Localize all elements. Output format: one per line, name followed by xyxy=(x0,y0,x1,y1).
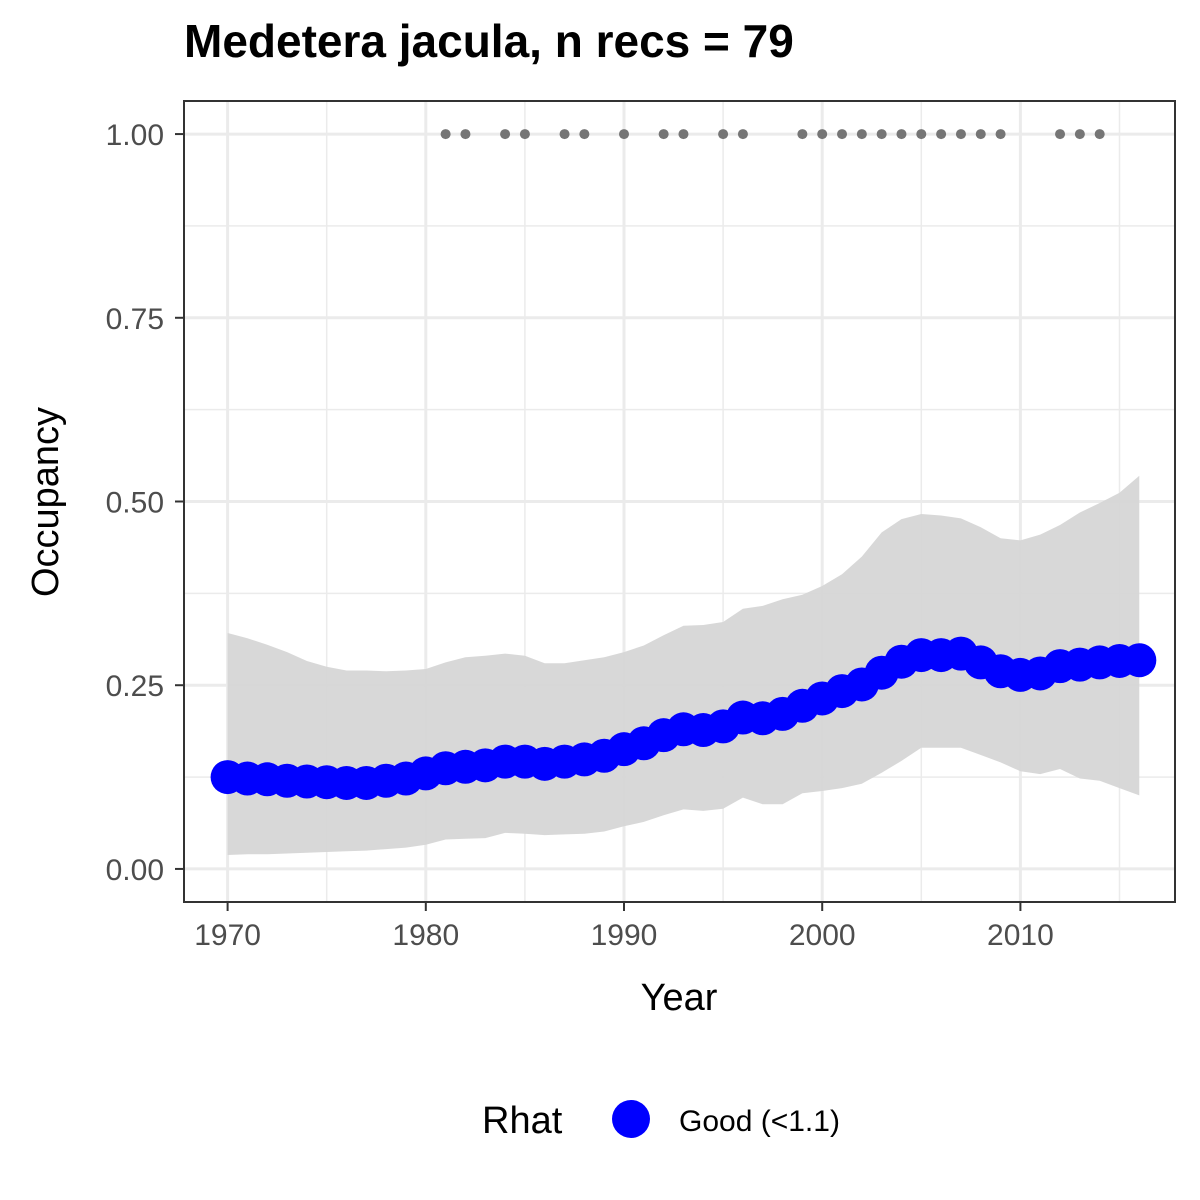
x-axis-title: Year xyxy=(641,977,718,1019)
record-point xyxy=(817,129,828,140)
axes: 1970 1980 1990 2000 2010 0.00 0.25 0.50 0.75 1.00 xyxy=(106,119,1054,952)
record-point xyxy=(975,129,986,140)
y-axis-title: Occupancy xyxy=(25,407,67,597)
record-point xyxy=(460,129,471,140)
legend: Rhat Good (<1.1) xyxy=(482,1100,840,1142)
y-tick-label: 1.00 xyxy=(106,119,164,152)
record-point xyxy=(955,129,966,140)
record-point xyxy=(500,129,511,140)
y-tick-label: 0.50 xyxy=(106,487,164,520)
record-point xyxy=(519,129,530,140)
record-point xyxy=(876,129,887,140)
record-point xyxy=(737,129,748,140)
record-point xyxy=(678,129,689,140)
record-point xyxy=(797,129,808,140)
occupancy-points xyxy=(210,636,1157,800)
y-tick-label: 0.75 xyxy=(106,303,164,336)
x-tick-label: 2010 xyxy=(987,919,1054,952)
record-point xyxy=(619,129,630,140)
record-point xyxy=(440,129,451,140)
record-point xyxy=(995,129,1006,140)
record-point xyxy=(718,129,729,140)
record-point xyxy=(916,129,927,140)
y-tick-label: 0.25 xyxy=(106,670,164,703)
occupancy-point xyxy=(1122,643,1157,678)
chart-title: Medetera jacula, n recs = 79 xyxy=(184,15,794,67)
record-point xyxy=(1094,129,1105,140)
legend-title: Rhat xyxy=(482,1100,563,1142)
record-point xyxy=(559,129,570,140)
record-point xyxy=(856,129,867,140)
record-point xyxy=(658,129,669,140)
legend-label-good: Good (<1.1) xyxy=(679,1105,840,1138)
record-point xyxy=(579,129,590,140)
record-point xyxy=(1055,129,1066,140)
legend-key-good xyxy=(612,1100,650,1138)
record-point xyxy=(896,129,907,140)
record-points xyxy=(440,129,1105,140)
y-tick-label: 0.00 xyxy=(106,854,164,887)
record-point xyxy=(837,129,848,140)
x-tick-label: 1980 xyxy=(392,919,459,952)
x-tick-label: 1990 xyxy=(591,919,658,952)
x-tick-label: 2000 xyxy=(789,919,856,952)
x-tick-label: 1970 xyxy=(194,919,261,952)
record-point xyxy=(1074,129,1085,140)
record-point xyxy=(936,129,947,140)
